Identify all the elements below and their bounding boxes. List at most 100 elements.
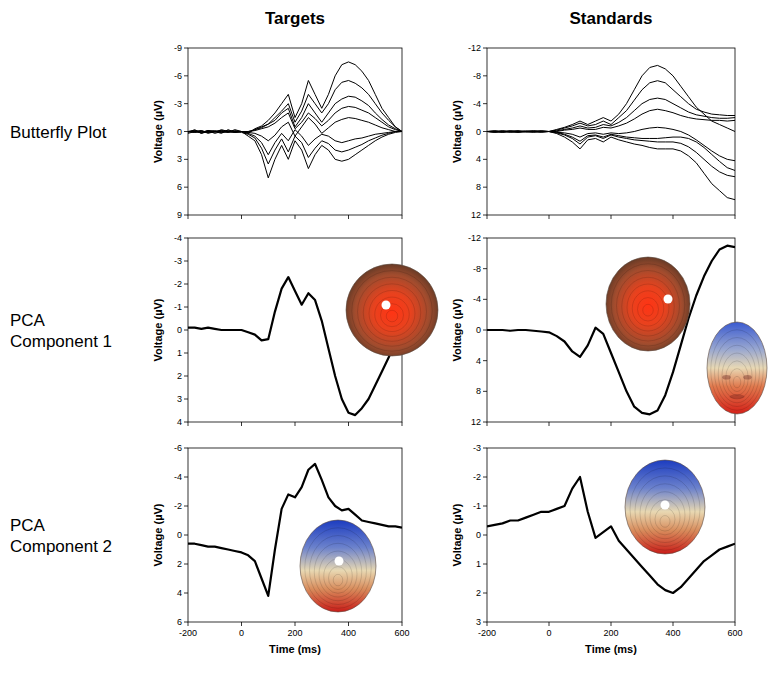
x-tick	[611, 622, 612, 626]
y-tick-label: -4	[174, 233, 182, 243]
y-tick	[483, 268, 487, 269]
y-tick-label: 1	[177, 348, 182, 358]
panel: -12-8-404812Voltage (µV)	[451, 233, 735, 427]
scalp-contour	[722, 353, 752, 399]
y-tick	[483, 593, 487, 594]
y-tick-label: 3	[177, 394, 182, 404]
x-tick	[188, 422, 189, 426]
scalp-contour	[630, 468, 700, 550]
y-tick-label: -8	[473, 71, 481, 81]
column-title: Standards	[569, 9, 652, 28]
scalp-contour	[627, 284, 669, 331]
x-tick-label: 200	[603, 628, 618, 638]
x-tick	[487, 422, 488, 426]
y-tick-label: 4	[476, 356, 481, 366]
y-tick-label: -8	[473, 264, 481, 274]
y-tick	[483, 299, 487, 300]
face-eye	[722, 375, 730, 380]
electrode-dot	[664, 295, 673, 304]
y-tick	[483, 215, 487, 216]
y-tick-label: 4	[476, 154, 481, 164]
y-tick-label: -9	[174, 43, 182, 53]
y-tick	[483, 238, 487, 239]
y-tick	[483, 506, 487, 507]
y-tick-label: 2	[177, 559, 182, 569]
x-tick	[402, 215, 403, 219]
x-tick-label: -200	[179, 628, 197, 638]
x-tick-label: 0	[239, 628, 244, 638]
x-tick	[402, 422, 403, 426]
y-tick-label: -12	[468, 233, 481, 243]
electrode-dot	[382, 301, 391, 310]
channel-line	[487, 109, 735, 132]
y-tick	[184, 593, 188, 594]
y-tick	[184, 448, 188, 449]
x-tick	[348, 622, 349, 626]
x-tick	[611, 422, 612, 426]
plot-data	[487, 246, 735, 415]
channel-line	[188, 80, 402, 133]
x-tick	[735, 215, 736, 219]
y-tick	[184, 103, 188, 104]
x-tick	[241, 622, 242, 626]
scalp-map	[625, 460, 705, 554]
y-axis-title: Voltage (µV)	[451, 503, 463, 566]
y-tick-label: 8	[476, 386, 481, 396]
scalp-contour	[660, 516, 670, 528]
scalp-outline	[606, 257, 690, 351]
scalp-outline	[300, 520, 376, 612]
scalp-contour	[650, 500, 680, 535]
y-tick	[483, 187, 487, 188]
channel-line	[188, 106, 402, 132]
channel-line	[487, 131, 735, 171]
y-tick-label: -4	[174, 472, 182, 482]
x-tick	[549, 622, 550, 626]
y-tick-label: 0	[476, 127, 481, 137]
x-axis-title: Time (ms)	[269, 643, 321, 655]
y-tick-label: 3	[177, 154, 182, 164]
plot-frame	[487, 448, 735, 622]
x-tick	[348, 422, 349, 426]
scalp-contour	[333, 574, 343, 586]
row-title-line: PCA	[10, 311, 46, 330]
x-tick-label: 600	[727, 628, 742, 638]
y-tick	[184, 307, 188, 308]
y-tick-label: -3	[473, 443, 481, 453]
x-tick	[402, 622, 403, 626]
scalp-contour	[352, 271, 433, 352]
scalp-contour	[611, 264, 685, 346]
y-tick	[483, 422, 487, 423]
row-title: PCA Component 1	[10, 311, 112, 351]
y-tick	[184, 284, 188, 285]
y-tick-label: -4	[473, 99, 481, 109]
y-tick-label: 4	[177, 588, 182, 598]
y-tick	[184, 535, 188, 536]
y-tick-label: 12	[471, 210, 481, 220]
y-tick-label: -4	[473, 294, 481, 304]
y-tick-label: -2	[473, 472, 481, 482]
y-tick	[184, 353, 188, 354]
x-tick	[549, 215, 550, 219]
y-tick	[184, 238, 188, 239]
scalp-contour	[733, 376, 741, 388]
y-tick-label: 6	[177, 617, 182, 627]
x-tick	[295, 422, 296, 426]
row-title: PCAComponent 2	[10, 516, 112, 556]
y-tick	[184, 399, 188, 400]
y-tick-label: 2	[177, 371, 182, 381]
scalp-contour	[718, 345, 756, 403]
plot-frame	[487, 48, 735, 215]
y-tick-label: -6	[174, 443, 182, 453]
scalp-contour	[305, 528, 372, 609]
row-title-line: Component 1	[10, 332, 112, 351]
x-tick	[241, 215, 242, 219]
y-tick-label: 1	[476, 559, 481, 569]
channel-line	[487, 131, 735, 177]
y-tick-label: 2	[476, 588, 481, 598]
scalp-contour	[632, 291, 664, 326]
y-tick	[483, 75, 487, 76]
y-tick	[184, 477, 188, 478]
y-tick-label: -3	[174, 99, 182, 109]
y-tick	[483, 48, 487, 49]
y-tick	[184, 564, 188, 565]
